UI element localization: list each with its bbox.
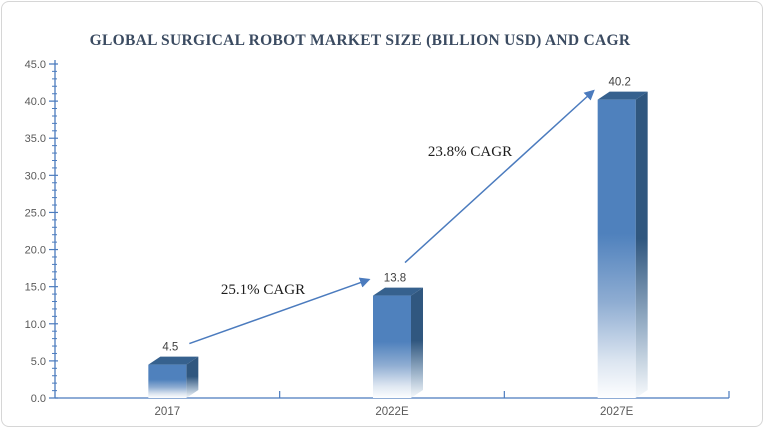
y-tick-label: 20.0	[25, 245, 46, 257]
x-category-label: 2017	[155, 406, 181, 418]
y-tick-label: 5.0	[31, 356, 46, 368]
annotation-cagr-1: 25.1% CAGR	[220, 282, 306, 298]
x-category-label: 2027E	[600, 406, 634, 418]
y-tick-label: 10.0	[25, 319, 46, 331]
bar-top-face	[373, 287, 423, 296]
bar-data-label: 13.8	[384, 273, 406, 285]
bar-side-face	[635, 91, 648, 399]
cagr-arrow	[404, 89, 595, 264]
chart-title: GLOBAL SURGICAL ROBOT MARKET SIZE (BILLI…	[89, 32, 631, 49]
annotation-cagr-2: 23.8% CAGR	[427, 144, 513, 160]
y-tick-label: 35.0	[25, 133, 46, 145]
bar-top-face	[148, 356, 199, 365]
bar-front-face	[148, 364, 187, 398]
bar-side-face	[411, 287, 423, 398]
bar-front-face	[373, 295, 411, 398]
y-tick-label: 30.0	[25, 170, 46, 182]
bar-top-face	[597, 91, 648, 100]
y-tick-label: 40.0	[25, 96, 46, 108]
bar-data-label: 40.2	[608, 77, 630, 89]
y-tick-label: 15.0	[25, 282, 46, 294]
x-category-label: 2022E	[375, 406, 409, 418]
y-tick-label: 0.0	[31, 393, 46, 405]
bar-front-face	[597, 99, 636, 399]
y-tick-label: 25.0	[25, 207, 46, 219]
y-tick-label: 45.0	[25, 59, 46, 71]
bar-side-face	[186, 356, 199, 398]
cagr-arrow	[189, 277, 371, 345]
bar-data-label: 4.5	[162, 342, 178, 354]
chart-canvas: 0.0 5.0 10.0 15.0 20.0 25.0 30.0 35.0 40.0 45.0 4.…	[25, 59, 730, 418]
